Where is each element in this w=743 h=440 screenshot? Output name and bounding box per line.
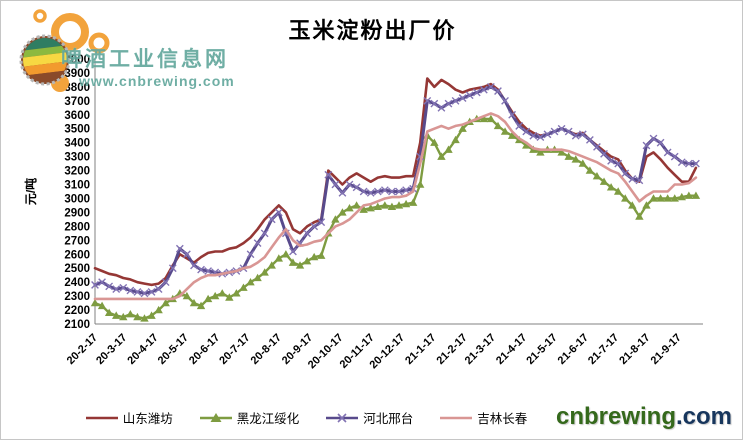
- svg-text:3100: 3100: [64, 180, 90, 192]
- legend-item-heilongjiang: 黑龙江绥化: [199, 408, 300, 427]
- svg-text:20-7-17: 20-7-17: [217, 332, 252, 367]
- svg-text:2400: 2400: [64, 277, 90, 289]
- svg-text:3000: 3000: [64, 193, 90, 205]
- legend-label: 黑龙江绥化: [236, 412, 300, 426]
- bottlecap-logo-icon: [19, 9, 110, 92]
- x-marker-icon: [326, 412, 359, 423]
- svg-text:3900: 3900: [64, 68, 90, 80]
- svg-text:2100: 2100: [64, 319, 90, 331]
- svg-text:21-2-17: 21-2-17: [434, 332, 469, 367]
- watermark-site-url: www.cnbrewing.com: [79, 73, 235, 89]
- svg-text:21-5-17: 21-5-17: [524, 332, 559, 367]
- svg-text:2300: 2300: [64, 291, 90, 303]
- line-marker-icon: [440, 416, 473, 419]
- svg-text:20-5-17: 20-5-17: [156, 332, 191, 367]
- svg-text:21-6-17: 21-6-17: [556, 332, 591, 367]
- svg-text:2600: 2600: [64, 249, 90, 261]
- legend-item-jilin: 吉林长春: [439, 408, 527, 427]
- triangle-marker-icon: [199, 412, 232, 422]
- svg-text:2700: 2700: [64, 235, 90, 247]
- svg-text:2500: 2500: [64, 263, 90, 275]
- svg-text:20-8-17: 20-8-17: [249, 332, 284, 367]
- svg-text:3200: 3200: [64, 166, 90, 178]
- svg-text:2900: 2900: [64, 207, 90, 219]
- cnbrewing-brand: cnbrewing.com: [556, 403, 732, 431]
- svg-text:4000: 4000: [64, 54, 90, 66]
- svg-text:21-1-17: 21-1-17: [403, 332, 438, 367]
- svg-text:2200: 2200: [64, 305, 90, 317]
- svg-text:21-3-17: 21-3-17: [463, 332, 498, 367]
- legend-item-hebei: 河北邢台: [325, 408, 413, 427]
- chart-title: 玉米淀粉出厂价: [288, 18, 457, 43]
- svg-text:20-4-17: 20-4-17: [125, 332, 160, 367]
- svg-text:2800: 2800: [64, 221, 90, 233]
- brand-name: cnbrewing: [555, 403, 676, 430]
- chart-legend: 山东潍坊 黑龙江绥化 河北邢台 吉林长春: [1, 408, 611, 427]
- line-marker-icon: [85, 416, 118, 419]
- legend-label: 山东潍坊: [122, 412, 173, 426]
- svg-text:21-7-17: 21-7-17: [586, 332, 621, 367]
- svg-text:3800: 3800: [64, 82, 90, 94]
- watermark-site-name: 啤酒工业信息网: [61, 48, 229, 71]
- brand-tld: .com: [675, 403, 732, 430]
- svg-text:21-8-17: 21-8-17: [617, 332, 652, 367]
- svg-text:3500: 3500: [64, 124, 90, 136]
- svg-text:3700: 3700: [64, 96, 90, 108]
- svg-text:元/吨: 元/吨: [23, 178, 38, 205]
- svg-text:20-3-17: 20-3-17: [94, 332, 129, 367]
- svg-text:3400: 3400: [64, 138, 90, 150]
- site-logo: 啤酒工业信息网 www.cnbrewing.com: [9, 3, 259, 113]
- legend-label: 河北邢台: [363, 412, 414, 426]
- svg-text:20-6-17: 20-6-17: [187, 332, 222, 367]
- svg-text:21-9-17: 21-9-17: [649, 332, 684, 367]
- svg-text:21-4-17: 21-4-17: [494, 332, 529, 367]
- svg-text:3600: 3600: [64, 110, 90, 122]
- svg-text:20-2-17: 20-2-17: [65, 332, 100, 367]
- legend-label: 吉林长春: [477, 412, 528, 426]
- svg-text:3300: 3300: [64, 152, 90, 164]
- legend-item-shandong: 山东潍坊: [85, 408, 173, 427]
